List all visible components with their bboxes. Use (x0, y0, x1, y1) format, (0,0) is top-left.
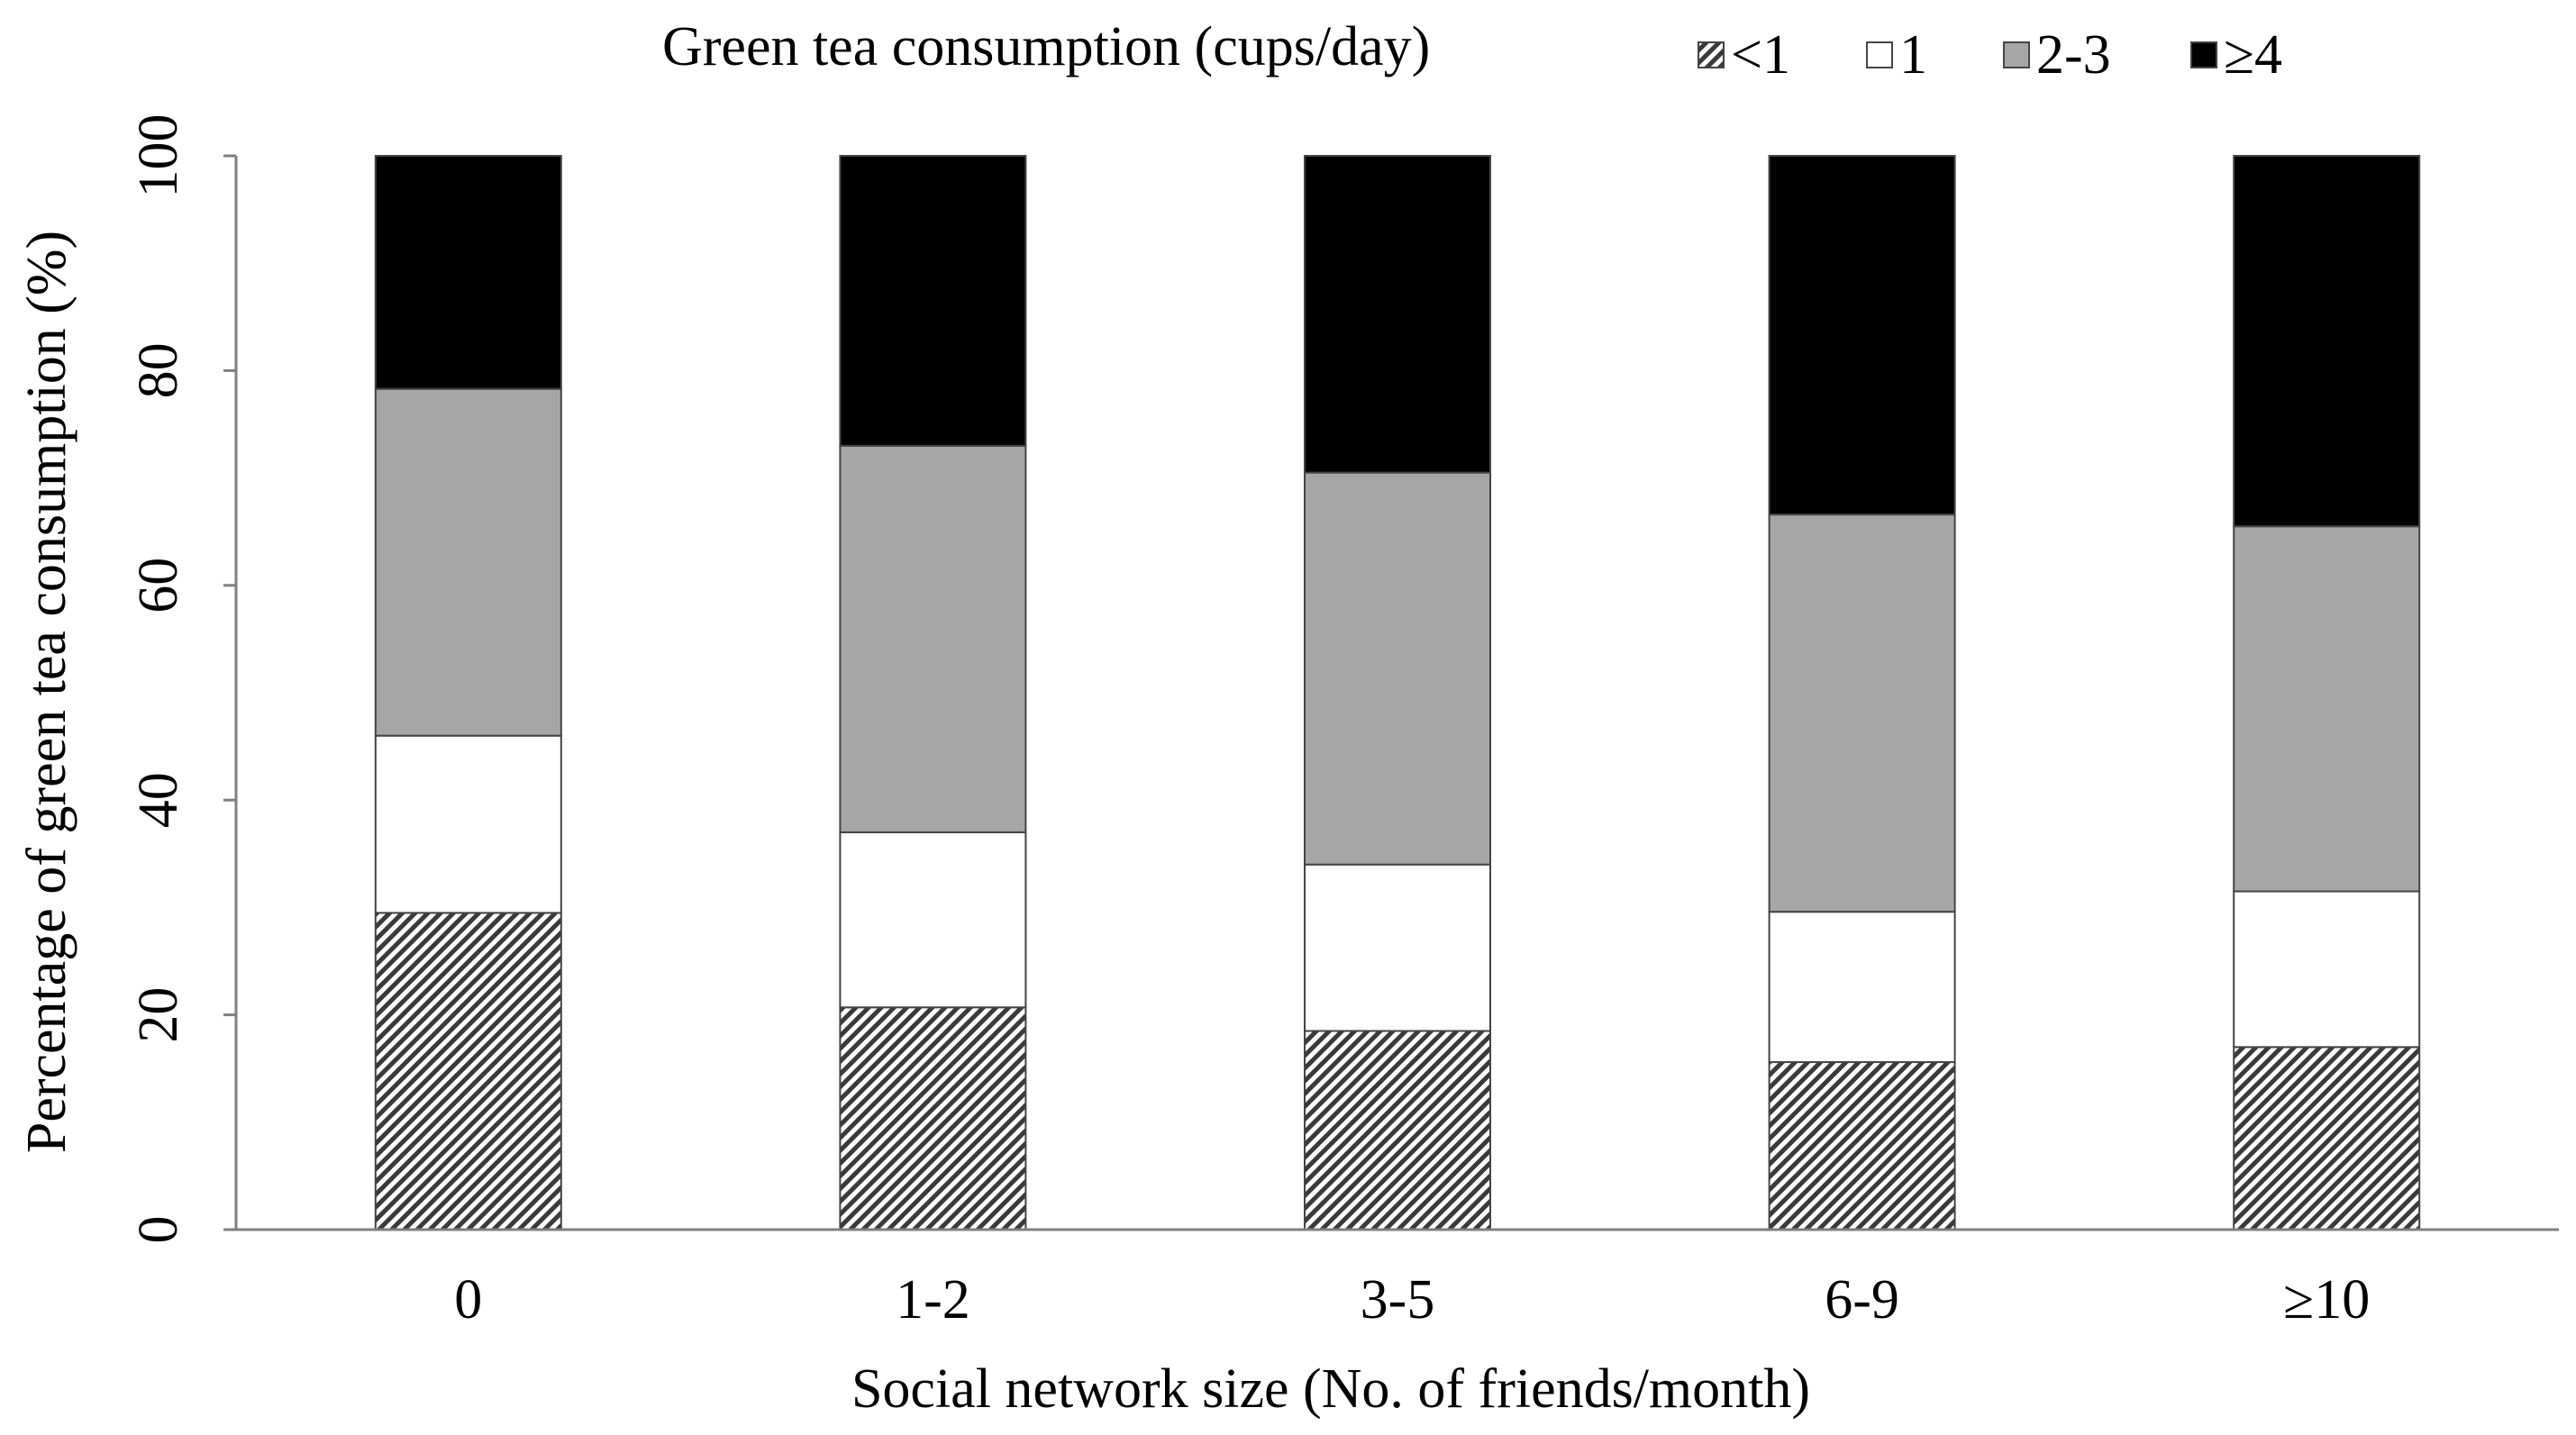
bar-segment-ge4-1-2 (839, 155, 1027, 447)
x-tick-label: 0 (454, 1269, 482, 1331)
bar-segment-lt1-0 (374, 912, 562, 1231)
bar-segment-1-1-2 (839, 831, 1027, 1009)
legend-item-lt1: <1 (1698, 24, 1790, 86)
bar-segment-ge4-3-5 (1304, 155, 1491, 474)
x-tick-label: 1-2 (896, 1269, 970, 1331)
legend-label: <1 (1731, 24, 1790, 86)
bar-segment-lt1-ge10 (2233, 1046, 2421, 1231)
bars-group (374, 155, 2421, 1231)
bar-segment-lt1-3-5 (1304, 1030, 1491, 1231)
y-tick-label: 40 (128, 772, 189, 828)
x-tick-label: 3-5 (1361, 1269, 1435, 1331)
bar-segment-ge4-6-9 (1768, 155, 1956, 516)
y-tick-label: 80 (128, 342, 189, 398)
legend-item-ge4: ≥4 (2190, 24, 2282, 86)
bar-segment-2-3-ge10 (2233, 525, 2421, 893)
bar-segment-1-3-5 (1304, 863, 1491, 1032)
x-tick-label: ≥10 (2283, 1269, 2370, 1331)
bar-segment-2-3-3-5 (1304, 471, 1491, 866)
legend-swatch (1866, 41, 1893, 68)
legend-swatch (2190, 41, 2217, 68)
y-tick-label: 20 (128, 987, 189, 1043)
y-tick-label: 100 (128, 114, 189, 198)
x-axis-title: Social network size (No. of friends/mont… (851, 1358, 1810, 1420)
legend-label: 2-3 (2036, 24, 2111, 86)
legend-item-1: 1 (1866, 24, 1927, 86)
x-tick-label: 6-9 (1825, 1269, 1899, 1331)
bar-segment-2-3-1-2 (839, 444, 1027, 833)
bar-segment-ge4-ge10 (2233, 155, 2421, 528)
legend-swatch (1698, 41, 1725, 68)
bar-segment-ge4-0 (374, 155, 562, 390)
legend-label: ≥4 (2224, 24, 2282, 86)
bar-segment-2-3-0 (374, 387, 562, 737)
bar-segment-1-6-9 (1768, 911, 1956, 1064)
bar-segment-lt1-1-2 (839, 1006, 1027, 1231)
y-tick-label: 0 (128, 1216, 189, 1244)
bar-segment-1-ge10 (2233, 890, 2421, 1049)
legend-item-2-3: 2-3 (2003, 24, 2111, 86)
axes-group: 0 1-2 3-5 6-9 ≥10 0 20 40 60 80 100 (128, 114, 2559, 1331)
legend-swatch (2003, 41, 2030, 68)
y-axis-title: Percentage of green tea consumption (%) (16, 231, 77, 1153)
bar-segment-2-3-6-9 (1768, 513, 1956, 913)
legend-title: Green tea consumption (cups/day) (662, 16, 1430, 77)
bar-segment-1-0 (374, 734, 562, 914)
y-tick-label: 60 (128, 558, 189, 613)
legend: Green tea consumption (cups/day) <1 1 2-3 ≥… (662, 16, 2282, 86)
legend-label: 1 (1899, 24, 1927, 86)
bar-segment-lt1-6-9 (1768, 1061, 1956, 1231)
